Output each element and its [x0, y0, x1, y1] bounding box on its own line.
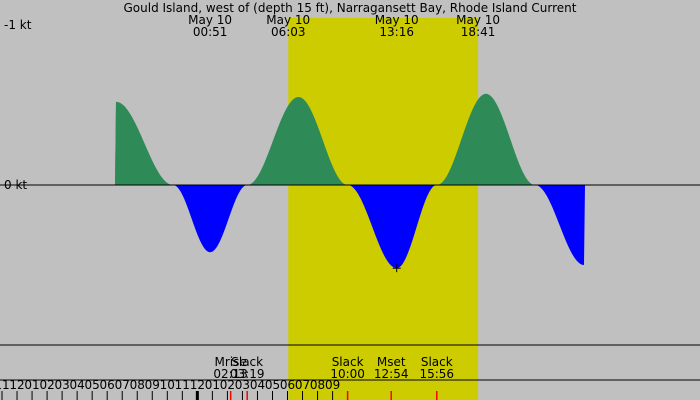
event-name-1: Slack	[231, 355, 263, 369]
hour-tick-label-7: 06	[100, 378, 115, 392]
y-axis-labels: 0 kt -1 kt	[4, 18, 32, 192]
hour-tick-label-15: 02	[220, 378, 235, 392]
hour-tick-label-17: 04	[250, 378, 265, 392]
hour-tick-label-1: 12	[9, 378, 24, 392]
event-name-3: Mset	[377, 355, 406, 369]
event-time-4: 15:56	[419, 367, 454, 381]
hour-tick-label-16: 03	[235, 378, 250, 392]
hour-tick-label-19: 06	[280, 378, 295, 392]
top-label-time-1: 06:03	[271, 25, 306, 39]
hour-tick-label-10: 09	[145, 378, 160, 392]
hour-tick-label-12: 11	[175, 378, 190, 392]
top-label-date-2: May 10	[375, 13, 419, 27]
flood-area-6	[534, 184, 700, 265]
current-series	[0, 93, 700, 269]
chart-title: Gould Island, west of (depth 15 ft), Nar…	[123, 1, 576, 15]
flood-area-2	[173, 184, 248, 253]
top-label-time-0: 00:51	[193, 25, 228, 39]
hour-tick-label-2: 01	[24, 378, 39, 392]
hour-tick-label-20: 07	[295, 378, 310, 392]
hour-tick-label-6: 05	[85, 378, 100, 392]
hour-tick-label-13: 12	[190, 378, 205, 392]
event-name-0: Mrise	[215, 355, 247, 369]
hour-ticks: 1112010203040506070809101112010203040506…	[0, 378, 340, 400]
event-name-4: Slack	[421, 355, 453, 369]
flood-area-4	[347, 185, 437, 269]
top-label-date-3: May 10	[456, 13, 500, 27]
y-axis-label-0: 0 kt	[4, 178, 27, 192]
y-axis-label-1: -1 kt	[4, 18, 32, 32]
event-time-0: 02:13	[213, 367, 248, 381]
hour-tick-label-4: 03	[54, 378, 69, 392]
event-name-2: Slack	[332, 355, 364, 369]
event-labels: Mrise02:13Slack03:19Slack10:00Mset12:54S…	[213, 355, 454, 400]
hour-tick-label-22: 09	[325, 378, 340, 392]
event-time-2: 10:00	[330, 367, 365, 381]
ebb-area-3	[247, 97, 348, 185]
hour-tick-label-0: 11	[0, 378, 10, 392]
top-label-date-1: May 10	[266, 13, 310, 27]
hour-tick-label-18: 05	[265, 378, 280, 392]
ebb-area-5	[436, 93, 535, 186]
hour-tick-label-11: 10	[160, 378, 175, 392]
top-label-date-0: May 10	[188, 13, 232, 27]
peak-markers	[392, 264, 401, 273]
hour-tick-label-21: 08	[310, 378, 325, 392]
top-label-time-2: 13:16	[379, 25, 414, 39]
event-time-1: 03:19	[230, 367, 265, 381]
hour-tick-label-3: 02	[39, 378, 54, 392]
event-time-3: 12:54	[374, 367, 409, 381]
hour-tick-label-9: 08	[130, 378, 145, 392]
hour-tick-label-8: 07	[115, 378, 130, 392]
top-label-time-3: 18:41	[461, 25, 496, 39]
ebb-area-1	[115, 101, 174, 186]
hour-tick-label-5: 04	[69, 378, 84, 392]
hour-tick-label-14: 01	[205, 378, 220, 392]
